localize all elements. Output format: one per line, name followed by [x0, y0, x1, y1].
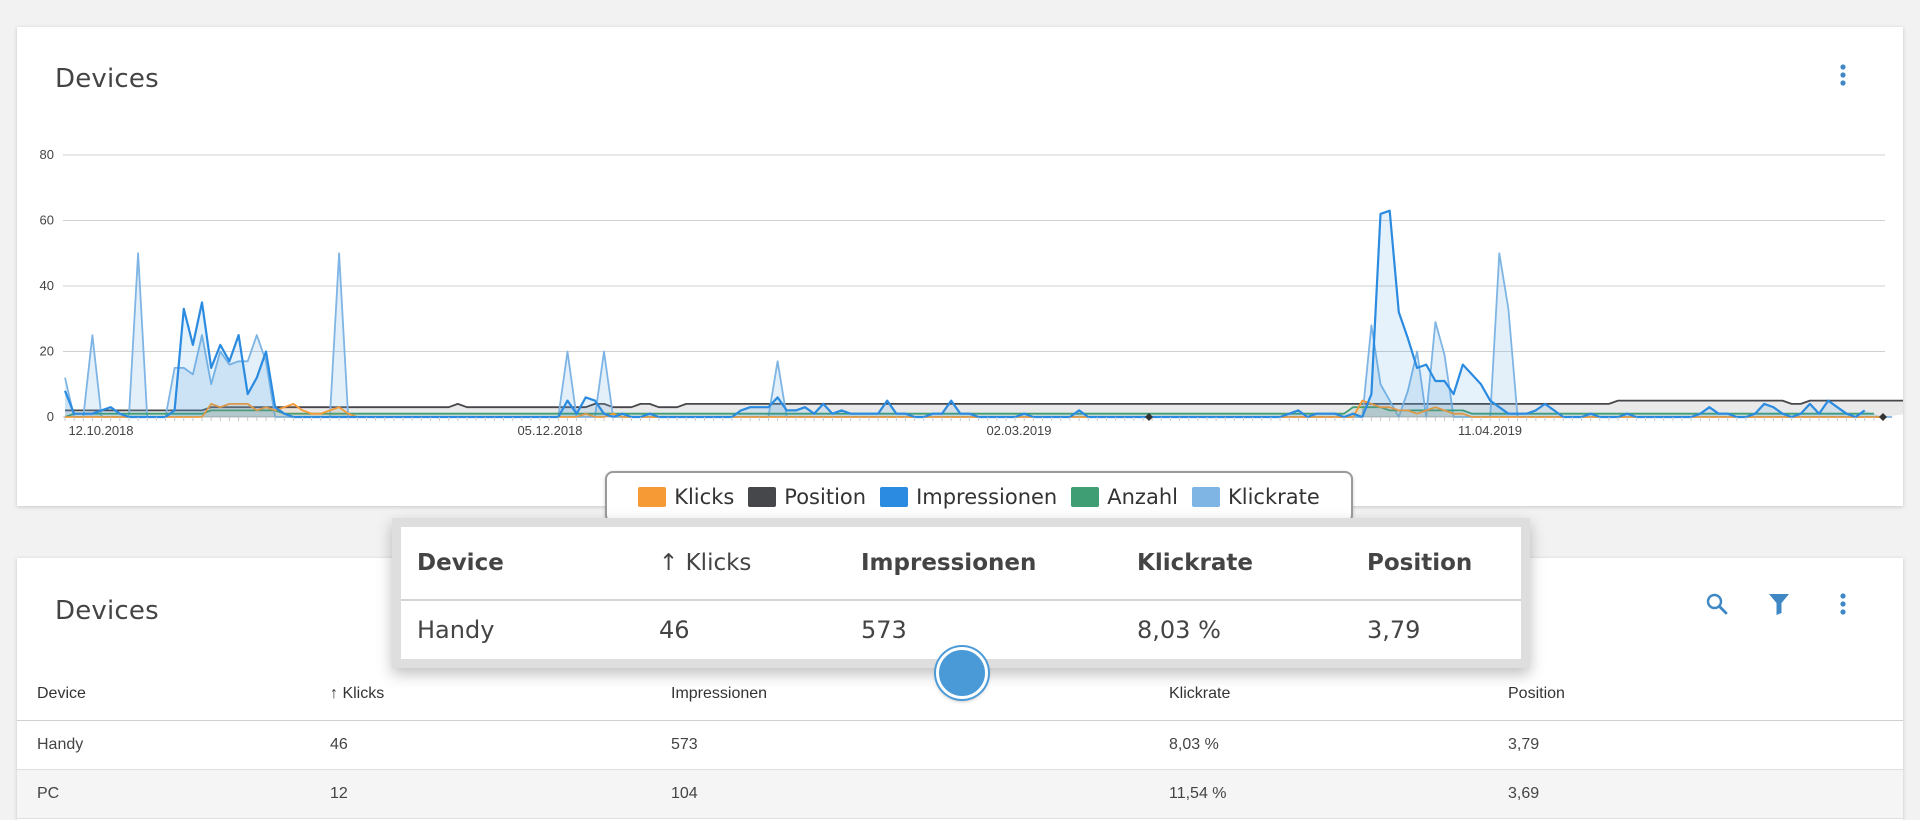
zoom-table: Device ↑ Klicks Impressionen Klickrate P…	[401, 527, 1521, 659]
range-marker[interactable]	[1879, 413, 1887, 421]
zoom-column-header-position: Position	[1367, 527, 1521, 601]
chart-card: Devices 0 20 40 60 80 12.10.2018 05.12.2018 02…	[17, 27, 1903, 523]
legend-swatch-klicks	[638, 487, 667, 507]
chart-card-title: Devices	[55, 64, 159, 94]
cell-klicks: 46	[330, 720, 671, 770]
cell-klickrate: 11,54 %	[1169, 769, 1508, 819]
search-icon	[1706, 593, 1728, 615]
y-tick-label: 40	[40, 278, 54, 293]
arrow-up-icon: ↑	[330, 685, 338, 702]
column-header-position[interactable]: Position	[1508, 668, 1903, 721]
chart-menu-button[interactable]	[1829, 61, 1857, 89]
legend-label-klickrate: Klickrate	[1227, 485, 1320, 509]
legend-label-anzahl: Anzahl	[1107, 485, 1178, 509]
x-tick-label: 05.12.2018	[517, 423, 582, 438]
range-marker[interactable]	[1145, 413, 1153, 421]
cell-klicks: 12	[330, 769, 671, 819]
filter-button[interactable]	[1765, 590, 1793, 618]
more-vert-icon	[1840, 64, 1846, 86]
legend-item-klickrate[interactable]: Klickrate	[1191, 485, 1320, 509]
arrow-up-icon: ↑	[659, 550, 679, 576]
zoom-column-header-klickrate: Klickrate	[1137, 527, 1367, 601]
column-header-klickrate[interactable]: Klickrate	[1169, 668, 1508, 721]
series-area-klicks	[65, 400, 1883, 417]
legend-item-position[interactable]: Position	[748, 485, 866, 509]
devices-table: Device ↑ Klicks Impressionen Klickrate P…	[17, 668, 1903, 819]
y-tick-label: 20	[40, 344, 54, 359]
table-row: Handy 46 573 8,03 % 3,79	[17, 720, 1903, 770]
column-header-impressionen[interactable]: Impressionen	[671, 668, 1169, 721]
legend-swatch-klickrate	[1191, 487, 1220, 507]
zoom-cell-impressionen: 573	[861, 616, 907, 644]
device-link[interactable]: Handy	[17, 720, 330, 770]
x-tick-label: 02.03.2019	[986, 423, 1051, 438]
more-vert-icon	[1840, 593, 1846, 615]
series-line-position[interactable]	[65, 399, 1903, 412]
column-header-device[interactable]: Device	[17, 668, 330, 721]
series-area-impressionen	[65, 210, 1883, 417]
zoom-cell-position: 3,79	[1367, 616, 1421, 644]
legend-swatch-anzahl	[1071, 487, 1100, 507]
column-header-klicks[interactable]: ↑ Klicks	[330, 668, 671, 721]
y-tick-label: 0	[47, 409, 54, 424]
zoom-callout: Device ↑ Klicks Impressionen Klickrate P…	[392, 518, 1530, 668]
zoom-table-row: Handy 46 573 8,03 % 3,79	[401, 600, 1521, 659]
legend-item-impressionen[interactable]: Impressionen	[880, 485, 1057, 509]
chart-x-axis: 12.10.2018 05.12.2018 02.03.2019 11.04.2019	[64, 413, 1887, 438]
table-card: Devices Device ↑ Klicks Impressionen	[17, 558, 1903, 820]
cell-position: 3,79	[1508, 720, 1903, 770]
zoom-cell-klickrate: 8,03 %	[1137, 616, 1221, 644]
series-line-impressionen[interactable]	[63, 209, 1866, 419]
device-link[interactable]: PC	[17, 769, 330, 819]
y-tick-label: 80	[40, 147, 54, 162]
search-button[interactable]	[1703, 590, 1731, 618]
legend-item-klicks[interactable]: Klicks	[638, 485, 734, 509]
y-tick-label: 60	[40, 213, 54, 228]
filter-icon	[1769, 594, 1789, 615]
zoom-column-header-device: Device	[401, 527, 659, 601]
zoom-cell-klicks: 46	[659, 616, 690, 644]
zoom-device-link: Handy	[417, 616, 495, 644]
legend-label-impressionen: Impressionen	[916, 485, 1058, 509]
x-tick-label: 11.04.2019	[1458, 423, 1522, 438]
chart-series	[63, 209, 1903, 419]
column-header-klicks-label: Klicks	[342, 685, 385, 702]
table-header-row: Device ↑ Klicks Impressionen Klickrate P…	[17, 668, 1903, 721]
table-menu-button[interactable]	[1829, 590, 1857, 618]
cell-position: 3,69	[1508, 769, 1903, 819]
legend-swatch-impressionen	[880, 487, 909, 507]
legend-label-position: Position	[784, 485, 867, 509]
x-tick-label: 12.10.2018	[68, 423, 133, 438]
cell-klickrate: 8,03 %	[1169, 720, 1508, 770]
chart-grid: 0 20 40 60 80	[40, 147, 1885, 424]
series-area-klickrate	[65, 253, 1893, 417]
legend-swatch-position	[748, 487, 777, 507]
legend-item-anzahl[interactable]: Anzahl	[1071, 485, 1178, 509]
table-card-title: Devices	[55, 596, 159, 626]
chart-legend: Klicks Position Impressionen Anzahl Klic…	[605, 471, 1353, 523]
zoom-column-header-impressionen: Impressionen	[861, 527, 1137, 601]
zoom-header-row: Device ↑ Klicks Impressionen Klickrate P…	[401, 527, 1521, 601]
zoom-column-header-klicks: ↑ Klicks	[659, 527, 861, 601]
table-row: PC 12 104 11,54 % 3,69	[17, 769, 1903, 819]
cell-impressionen: 104	[671, 769, 1169, 819]
zoom-column-header-klicks-label: Klicks	[685, 550, 752, 576]
zoom-callout-content: Device ↑ Klicks Impressionen Klickrate P…	[401, 527, 1521, 659]
devices-chart: 0 20 40 60 80 12.10.2018 05.12.2018 02.03.2019…	[40, 147, 1903, 438]
cell-impressionen: 573	[671, 720, 1169, 770]
legend-label-klicks: Klicks	[674, 485, 735, 509]
click-indicator	[936, 647, 988, 699]
